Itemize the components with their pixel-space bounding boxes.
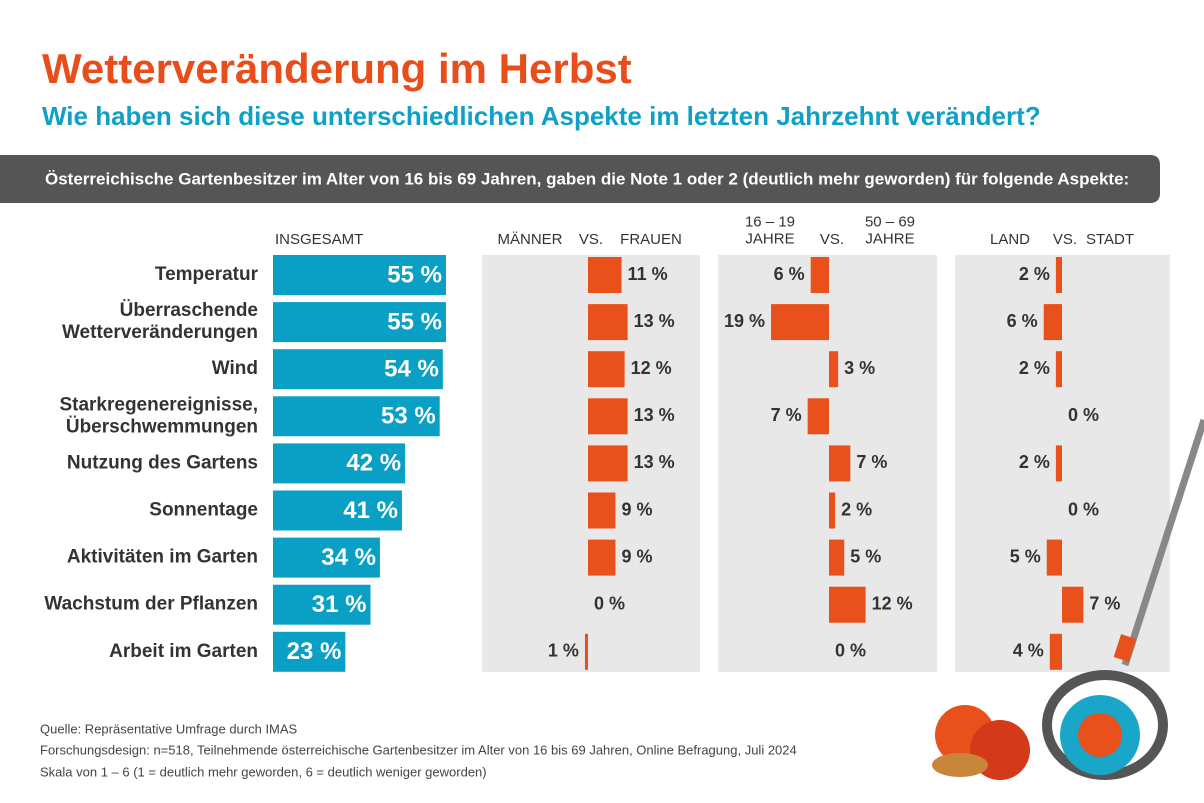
- bar: [273, 349, 443, 390]
- series-label: STADT: [1086, 231, 1134, 248]
- value-label: 34 %: [321, 544, 376, 571]
- bar: [588, 398, 628, 435]
- bar: [273, 537, 380, 578]
- separator-label: VS.: [579, 231, 603, 248]
- value-label: 41 %: [343, 497, 398, 524]
- value-label: 53 %: [381, 403, 436, 430]
- bar: [829, 351, 839, 388]
- value-label: 2 %: [841, 499, 872, 519]
- category-label: Nutzung des Gartens: [67, 452, 258, 473]
- bar: [1062, 586, 1084, 623]
- bar: [588, 351, 625, 388]
- value-label: 4 %: [1013, 641, 1044, 661]
- banner-bg: [0, 155, 1160, 203]
- bar: [588, 539, 616, 576]
- bar: [273, 302, 446, 343]
- value-label: 9 %: [621, 499, 652, 519]
- bar: [273, 255, 446, 295]
- bar: [273, 631, 346, 672]
- source: Quelle: Repräsentative Umfrage durch IMA…: [40, 721, 298, 736]
- value-label: 54 %: [384, 356, 439, 383]
- bar: [584, 633, 588, 670]
- category-label: Temperatur: [155, 264, 259, 285]
- category-label: Wachstum der Pflanzen: [44, 594, 258, 615]
- bar: [1043, 304, 1062, 341]
- value-label: 13 %: [634, 311, 675, 331]
- category-label: Aktivitäten im Garten: [67, 547, 258, 568]
- value-label: 42 %: [346, 450, 401, 477]
- value-label: 6 %: [1007, 311, 1038, 331]
- value-label: 5 %: [1010, 546, 1041, 566]
- value-label: 55 %: [387, 261, 442, 288]
- bar: [273, 584, 371, 625]
- bar: [1049, 633, 1062, 670]
- value-label: 9 %: [621, 546, 652, 566]
- series-label: 16 – 19 JAHRE: [745, 213, 795, 247]
- subtitle: Wie haben sich diese unterschiedlichen A…: [42, 101, 1041, 131]
- series-label: LAND: [990, 231, 1030, 248]
- scale-note: Skala von 1 – 6 (1 = deutlich mehr gewor…: [40, 764, 487, 779]
- bar: [829, 586, 866, 623]
- bar: [588, 304, 628, 341]
- bar: [829, 492, 836, 529]
- category-label: Sonnentage: [149, 500, 258, 521]
- bar: [588, 257, 622, 293]
- value-label: 7 %: [1089, 593, 1120, 613]
- separator-label: VS.: [820, 231, 844, 248]
- value-label: 7 %: [771, 405, 802, 425]
- title: Wetterveränderung im Herbst: [42, 45, 632, 92]
- value-label: 2 %: [1019, 452, 1050, 472]
- value-label: 6 %: [774, 264, 805, 284]
- design: Forschungsdesign: n=518, Teilnehmende ös…: [40, 742, 797, 757]
- value-label: 0 %: [1068, 405, 1099, 425]
- bar: [273, 396, 440, 437]
- illustration: [932, 418, 1204, 780]
- bar: [273, 490, 402, 531]
- value-label: 19 %: [724, 311, 765, 331]
- value-label: 13 %: [634, 405, 675, 425]
- bar: [1055, 445, 1062, 482]
- category-label: Arbeit im Garten: [109, 641, 258, 662]
- value-label: 23 %: [287, 638, 342, 665]
- bar: [273, 443, 406, 484]
- series-label: 50 – 69 JAHRE: [865, 213, 915, 247]
- bar: [588, 492, 616, 529]
- value-label: 0 %: [594, 593, 625, 613]
- bar: [588, 445, 628, 482]
- bar: [1046, 539, 1062, 576]
- value-label: 12 %: [631, 358, 672, 378]
- bar: [807, 398, 829, 435]
- banner: Österreichische Gartenbesitzer im Alter …: [45, 169, 1129, 188]
- bar: [810, 257, 829, 293]
- category-label: Wind: [212, 358, 258, 379]
- value-label: 0 %: [1068, 499, 1099, 519]
- series-label: FRAUEN: [620, 231, 682, 248]
- value-label: 55 %: [387, 308, 442, 335]
- bar: [829, 445, 851, 482]
- value-label: 31 %: [312, 591, 367, 618]
- value-label: 7 %: [856, 452, 887, 472]
- value-label: 13 %: [634, 452, 675, 472]
- value-label: 5 %: [850, 546, 881, 566]
- series-label: INSGESAMT: [275, 231, 363, 248]
- separator-label: VS.: [1053, 231, 1077, 248]
- bar: [771, 304, 829, 341]
- bar: [829, 539, 845, 576]
- value-label: 0 %: [835, 641, 866, 661]
- bar: [1055, 257, 1062, 293]
- value-label: 3 %: [844, 358, 875, 378]
- bar: [1055, 351, 1062, 388]
- category-label: Überraschende Wetterveränderungen: [62, 300, 258, 343]
- series-label: MÄNNER: [497, 231, 562, 248]
- value-label: 2 %: [1019, 264, 1050, 284]
- value-label: 2 %: [1019, 358, 1050, 378]
- value-label: 1 %: [548, 641, 579, 661]
- value-label: 11 %: [628, 264, 668, 284]
- category-label: Starkregenereignisse, Überschwemmungen: [59, 394, 258, 437]
- value-label: 12 %: [872, 593, 913, 613]
